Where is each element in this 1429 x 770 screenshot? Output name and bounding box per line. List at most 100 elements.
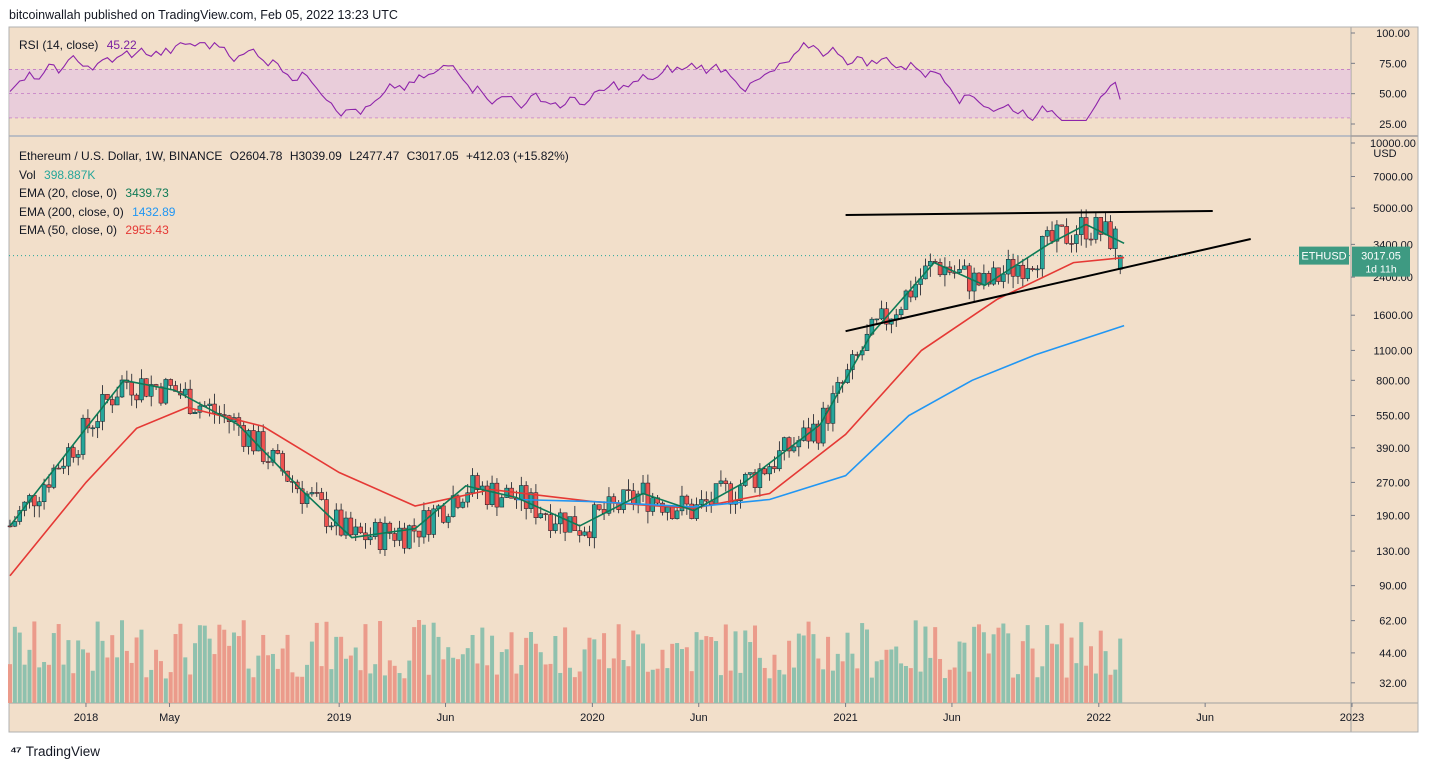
volume-bar (446, 647, 451, 703)
volume-bar (256, 655, 261, 703)
candle-body (523, 485, 529, 509)
candle-body (372, 522, 378, 537)
volume-bar (37, 667, 42, 703)
ema200-label: EMA (200, close, 0) (19, 204, 124, 219)
candle-body (192, 411, 198, 414)
price-tick-label: 1100.00 (1374, 345, 1413, 357)
volume-bar (563, 627, 568, 703)
volume-bar (480, 627, 485, 703)
volume-bar (938, 658, 943, 703)
candle-body (110, 399, 115, 406)
volume-bar (670, 643, 675, 703)
volume-bar (947, 669, 952, 703)
candle-body (51, 467, 57, 488)
volume-bar (251, 677, 256, 703)
candle-body (402, 527, 407, 549)
volume-bar (587, 637, 592, 703)
volume-bar (236, 636, 241, 703)
volume-bar (1025, 625, 1030, 703)
ema200-row[interactable]: EMA (200, close, 0) 1432.89 (19, 203, 569, 222)
candle-body (991, 267, 996, 285)
candle-body (1049, 230, 1055, 242)
candle-body (187, 388, 193, 414)
volume-bar (918, 671, 923, 703)
ema20-value: 3439.73 (125, 186, 169, 200)
volume-bar (626, 666, 631, 703)
symbol-tag-bg (1299, 246, 1349, 265)
ema50-row[interactable]: EMA (50, close, 0) 2955.43 (19, 221, 569, 240)
candle-body (353, 526, 358, 536)
candle-body (90, 427, 96, 430)
volume-bar (558, 672, 563, 703)
volume-bar (723, 624, 728, 703)
volume-bar (538, 652, 543, 703)
volume-bar (227, 645, 232, 703)
candle-body (494, 482, 500, 508)
volume-bar (222, 629, 227, 703)
candle-body (665, 506, 670, 513)
candle-body (903, 290, 909, 310)
volume-bar (1074, 663, 1079, 703)
candle-body (382, 522, 388, 550)
candle-body (212, 403, 217, 414)
volume-bar (1118, 638, 1123, 703)
candle-body (816, 423, 821, 444)
volume-bar (207, 638, 212, 703)
volume-bar (56, 624, 61, 703)
volume-bar (933, 627, 938, 703)
candle-body (377, 522, 383, 550)
candle-body (504, 487, 509, 498)
candle-body (465, 492, 470, 503)
symbol-row[interactable]: Ethereum / U.S. Dollar, 1W, BINANCE O260… (19, 147, 569, 166)
candle-body (445, 516, 451, 523)
volume-bar (1001, 623, 1006, 703)
volume-bar (309, 641, 314, 703)
candle-body (139, 378, 144, 401)
candle-body (75, 454, 81, 458)
volume-bar (451, 657, 456, 703)
candle-body (820, 407, 826, 444)
candle-body (71, 447, 76, 458)
candle-body (397, 527, 402, 541)
volume-bar (197, 625, 202, 703)
volume-bar (748, 642, 753, 703)
candle-body (426, 510, 432, 535)
candle-body (431, 508, 436, 535)
candle-body (567, 516, 573, 533)
ema20-line (9, 223, 1125, 539)
volume-bar (1069, 637, 1074, 703)
price-axis-bg (1351, 27, 1418, 732)
volume-bar (597, 659, 602, 703)
candle-body (937, 262, 943, 276)
candle-body (723, 480, 729, 484)
candle-body (197, 405, 203, 413)
volume-bar (81, 649, 86, 703)
time-axis-bg (9, 703, 1351, 732)
candle-body (421, 510, 427, 538)
time-tick-label: 2023 (1340, 712, 1364, 724)
volume-bar (334, 636, 339, 703)
price-tag-bg (1352, 246, 1410, 277)
volume-bar (1030, 648, 1035, 703)
candle-body (592, 504, 597, 539)
candle-body (1020, 264, 1026, 279)
volume-bar (1089, 646, 1094, 703)
tradingview-name: TradingView (25, 743, 100, 759)
candle-body (222, 414, 227, 416)
main-legend: Ethereum / U.S. Dollar, 1W, BINANCE O260… (19, 147, 569, 240)
volume-bar (168, 672, 173, 703)
candle-body (158, 386, 164, 404)
volume-bar (845, 632, 850, 703)
candle-body (1005, 259, 1011, 275)
volume-bar (490, 635, 495, 703)
volume-bar (772, 654, 777, 703)
ema20-row[interactable]: EMA (20, close, 0) 3439.73 (19, 184, 569, 203)
price-tick-label: 270.00 (1376, 477, 1410, 489)
volume-row[interactable]: Vol 398.887K (19, 166, 569, 185)
tradingview-branding[interactable]: ⁴⁷ TradingView (10, 743, 100, 759)
volume-bar (368, 673, 373, 703)
volume-bar (382, 675, 387, 703)
volume-bar (986, 653, 991, 703)
candle-body (66, 447, 71, 467)
